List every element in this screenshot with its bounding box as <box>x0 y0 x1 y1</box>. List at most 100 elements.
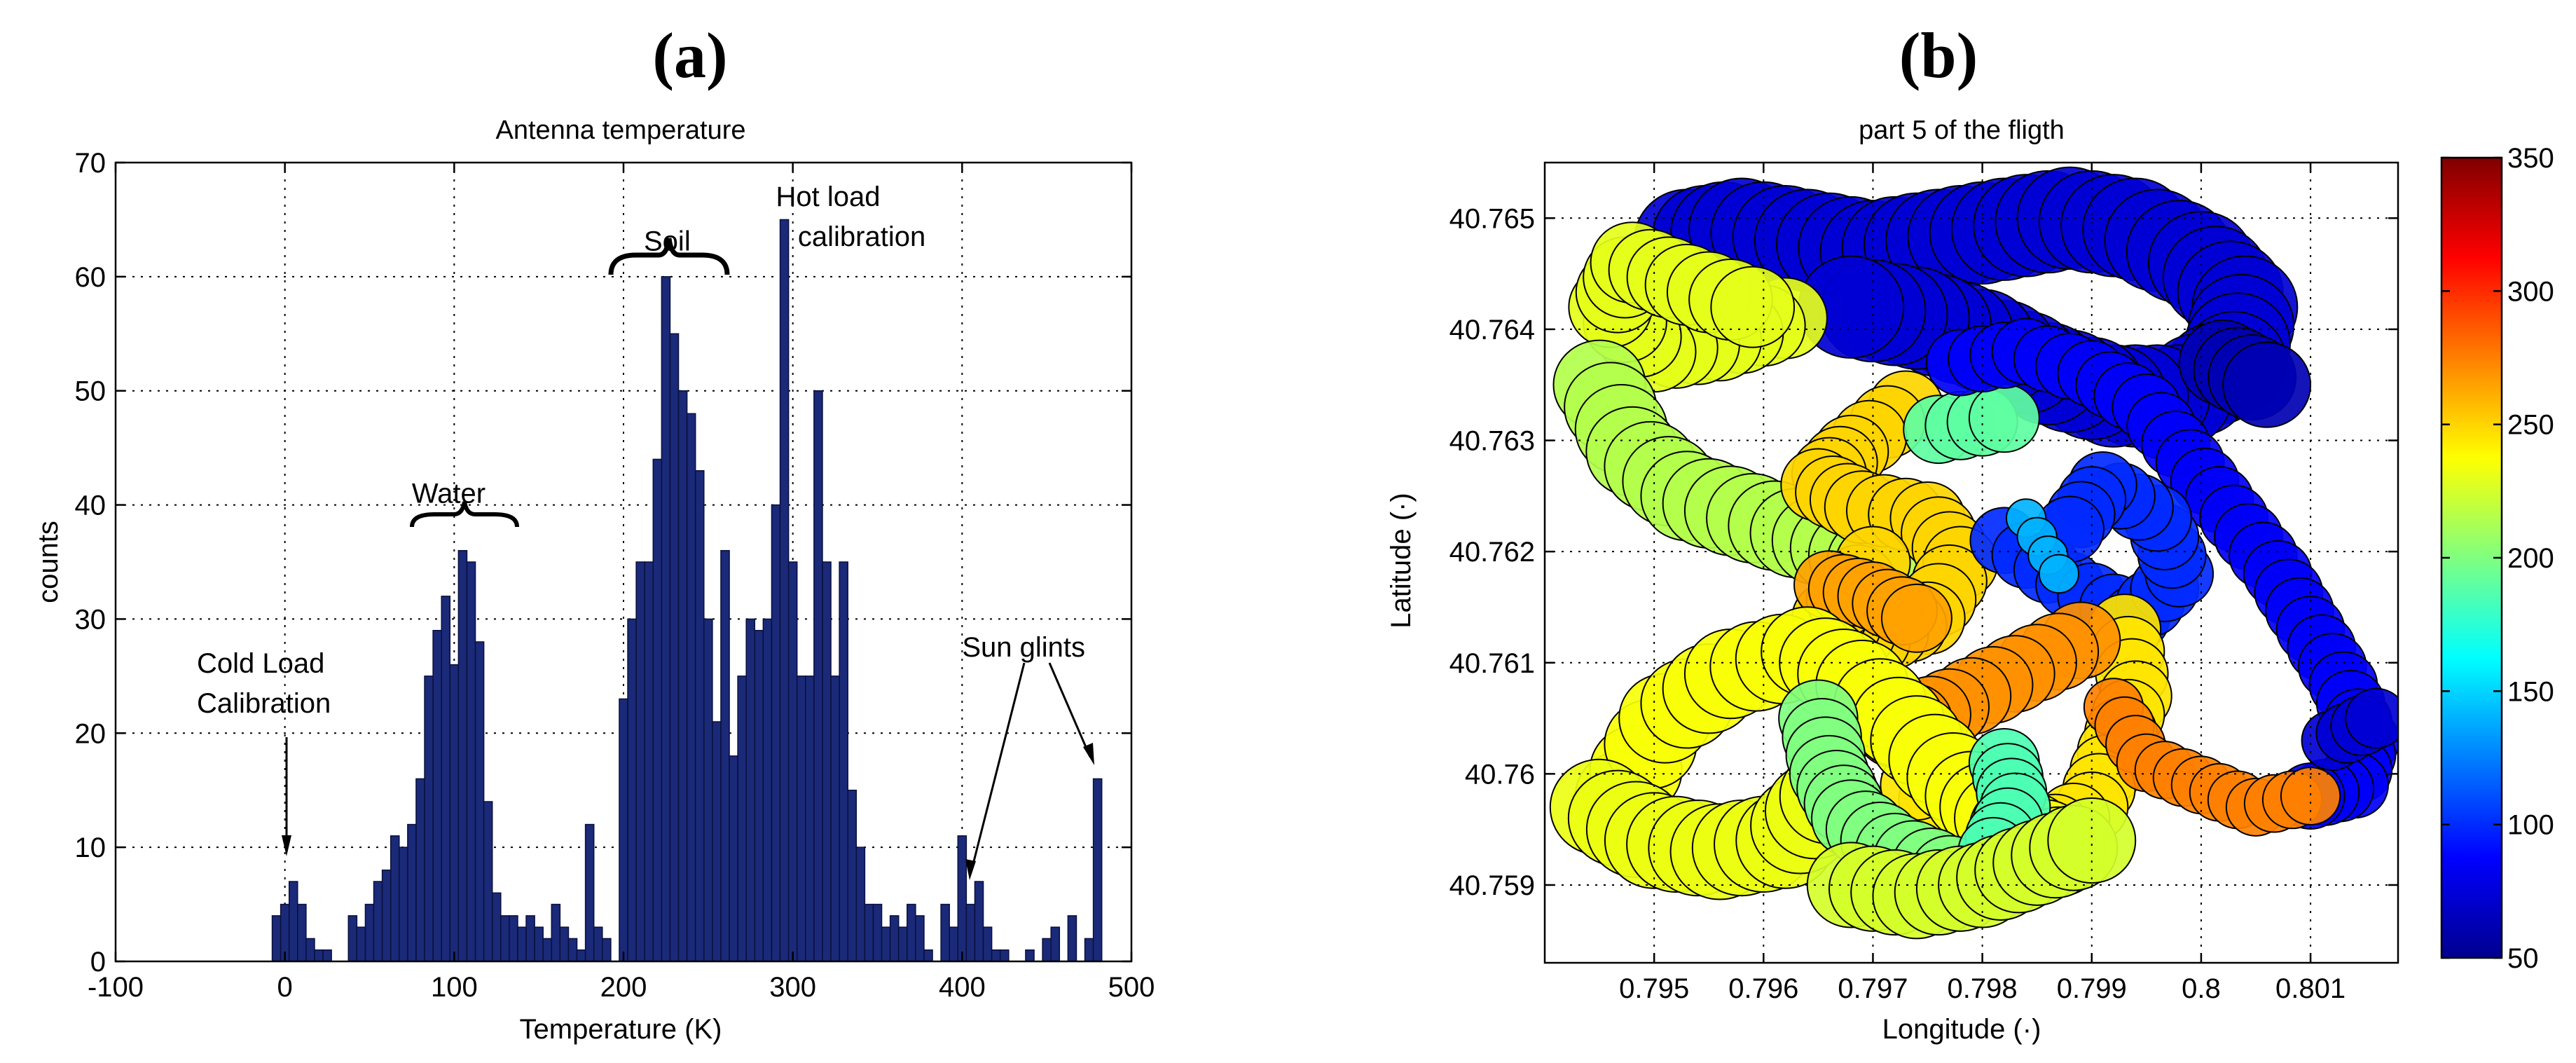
x-tick-label: 500 <box>1108 972 1155 1003</box>
histogram-bar <box>999 949 1010 962</box>
y-tick-label: 40.763 <box>1449 426 1535 457</box>
colorbar-tick-label: 50 <box>2507 943 2539 974</box>
annotation-arrows-and-braces <box>282 238 1094 880</box>
scatter-circles <box>1549 166 2398 940</box>
y-tick-label: 40.765 <box>1449 203 1535 234</box>
y-tick-label: 40.762 <box>1449 537 1535 568</box>
histogram-bar <box>864 903 874 962</box>
histogram-bar <box>703 618 713 962</box>
histogram-bar <box>694 469 705 962</box>
histogram-bar <box>1092 778 1103 962</box>
histogram-bar <box>745 618 756 962</box>
histogram-bar <box>584 823 595 962</box>
histogram-bar <box>271 915 282 962</box>
histogram-bar <box>390 835 400 962</box>
histogram-bar <box>542 938 553 962</box>
scatter-x-axis-label: Longitude (·) <box>1882 1014 2041 1045</box>
histogram-bar <box>737 675 747 962</box>
histogram-bar <box>517 926 527 962</box>
histogram-bar <box>881 926 891 962</box>
histogram-bar <box>787 561 798 962</box>
measurement-footprint <box>2222 341 2312 428</box>
histogram-bar <box>839 561 848 962</box>
x-tick-label: 0.8 <box>2182 973 2221 1004</box>
histogram-bar <box>593 926 603 962</box>
histogram-bar <box>805 675 815 962</box>
histogram-bar <box>729 755 738 962</box>
sun-glint-arrow-left <box>970 662 1026 873</box>
y-tick-label: 60 <box>75 262 106 293</box>
histogram-bar <box>991 949 1001 962</box>
histogram-bar <box>314 949 324 962</box>
histogram-bar <box>669 333 680 962</box>
y-tick-label: 40.761 <box>1449 648 1535 679</box>
y-tick-label: 50 <box>75 376 106 407</box>
histogram-bar <box>1042 938 1052 962</box>
cold-load-arrowhead <box>282 835 291 856</box>
y-tick-label: 30 <box>75 604 106 635</box>
colorbar-ticks: 50 100 150 200 250 300 350 <box>2441 143 2554 974</box>
colorbar-tick-label: 150 <box>2507 676 2554 707</box>
histogram-bar <box>686 413 696 962</box>
histogram-bar <box>424 675 434 962</box>
histogram-bar <box>415 778 425 962</box>
sun-glint-arrow-right <box>1048 662 1091 757</box>
colorbar-tick-label: 300 <box>2507 276 2554 307</box>
measurement-footprint <box>1710 266 1796 348</box>
histogram-x-axis-label: Temperature (K) <box>520 1014 722 1045</box>
x-tick-label: 0.801 <box>2275 973 2346 1004</box>
histogram-bar <box>449 664 460 962</box>
histogram-bar <box>373 881 383 962</box>
histogram-bar <box>779 219 790 962</box>
histogram-bar <box>1067 915 1077 962</box>
histogram-bar <box>399 846 408 962</box>
measurement-footprint <box>1968 383 2040 453</box>
annotation-label: Calibration <box>197 688 331 719</box>
annotation-label: Hot load <box>776 181 881 212</box>
x-tick-label: 300 <box>769 972 816 1003</box>
histogram-bar <box>356 926 366 962</box>
histogram-bar <box>813 390 823 962</box>
histogram-bar <box>677 390 688 962</box>
histogram-bar <box>872 903 883 962</box>
histogram-bar <box>974 881 984 962</box>
histogram-bar <box>619 698 628 962</box>
x-tick-label: 0.797 <box>1838 973 1908 1004</box>
histogram-bar <box>915 915 925 962</box>
annotation-label: Sun glints <box>962 632 1085 663</box>
sun-glint-arrowhead-left <box>965 859 976 880</box>
annotation-label: calibration <box>798 221 925 252</box>
histogram-panel: (a) Antenna temperature -100 0 100 200 300 40… <box>33 20 1155 1045</box>
histogram-bar <box>627 618 637 962</box>
histogram-bar <box>847 789 857 962</box>
histogram-bar <box>432 629 442 962</box>
histogram-bar <box>897 926 908 962</box>
histogram-bar <box>305 938 315 962</box>
histogram-bar <box>525 915 535 962</box>
histogram-bar <box>551 903 561 962</box>
histogram-bar <box>712 721 722 962</box>
histogram-bars <box>271 219 1103 962</box>
y-tick-label: 40.764 <box>1449 315 1535 345</box>
scatter-ticks <box>1545 163 2398 963</box>
y-tick-label: 40.759 <box>1449 870 1535 901</box>
histogram-bar <box>661 276 671 962</box>
histogram-bar <box>441 596 451 962</box>
histogram-bar <box>771 504 781 962</box>
measurement-footprint <box>2345 687 2398 749</box>
histogram-bar <box>635 561 645 962</box>
histogram-bar <box>720 549 730 962</box>
histogram-y-axis-label: counts <box>33 521 64 603</box>
colorbar <box>2440 156 2503 959</box>
histogram-bar <box>940 903 950 962</box>
y-tick-label: 0 <box>90 947 106 978</box>
histogram-bar <box>949 926 959 962</box>
histogram-bar <box>509 915 518 962</box>
histogram-bar <box>982 926 993 962</box>
histogram-bar <box>534 926 544 962</box>
water-brace <box>410 501 519 528</box>
histogram-bar <box>347 915 358 962</box>
